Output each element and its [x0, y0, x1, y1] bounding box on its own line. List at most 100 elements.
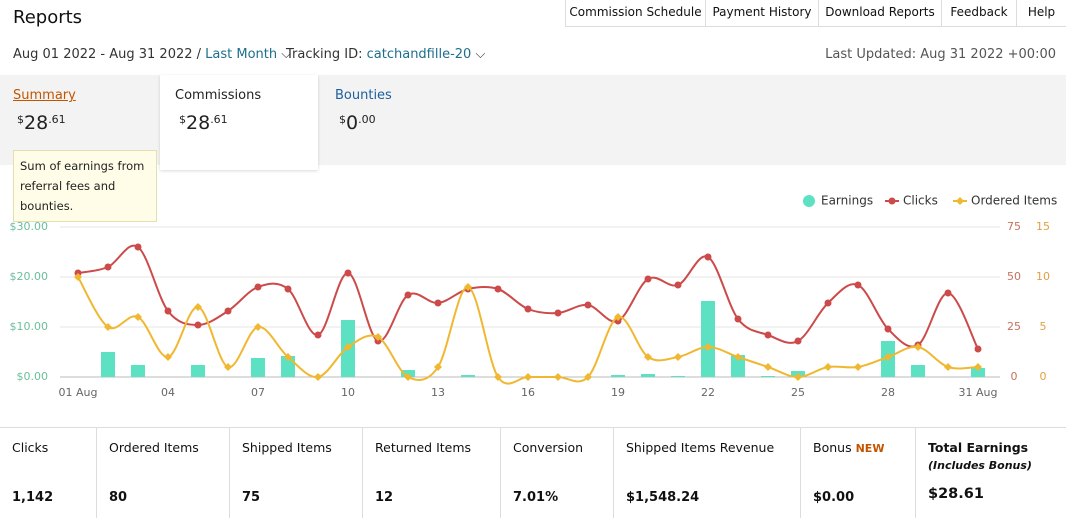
point [554, 373, 562, 381]
tab-label[interactable]: Summary [13, 88, 76, 103]
badge: NEW [855, 442, 885, 455]
tracking-label: Tracking ID: [286, 47, 363, 62]
nav-button[interactable]: Help [1016, 0, 1066, 27]
point [224, 307, 232, 315]
nav-button[interactable]: Payment History [705, 0, 819, 27]
point [884, 353, 892, 361]
point [794, 337, 802, 345]
date-range: Aug 01 2022 - Aug 31 2022 / Last Month ⌵ [13, 47, 292, 62]
x-tick-label: 01 Aug [59, 386, 98, 399]
point [944, 289, 952, 297]
amount-fraction: .00 [358, 113, 376, 126]
stat-value: 75 [242, 490, 261, 505]
currency: $ [17, 113, 24, 126]
y3-tick-label: 5 [1040, 320, 1047, 333]
stat-label: Shipped Items Revenue [626, 440, 775, 455]
stat-value: 7.01% [513, 490, 559, 505]
x-tick-label: 07 [251, 386, 265, 399]
bar [761, 376, 775, 377]
stat-note: (Includes Bonus) [928, 459, 1032, 472]
stat-label: Ordered Items [109, 440, 199, 455]
y2-tick-label: 0 [1011, 370, 1018, 383]
x-tick-label: 22 [701, 386, 715, 399]
x-tick-label: 13 [431, 386, 445, 399]
amount-whole: 0 [346, 112, 359, 134]
nav-button[interactable]: Commission Schedule [565, 0, 706, 27]
y2-tick-label: 50 [1007, 270, 1021, 283]
page-title: Reports [13, 7, 83, 28]
legend-marker [888, 197, 896, 205]
date-range-text: Aug 01 2022 - Aug 31 2022 / [13, 47, 202, 62]
legend-label: Ordered Items [971, 194, 1057, 208]
tab-active-bg [160, 75, 318, 170]
point [884, 325, 892, 333]
y-tick-label: $20.00 [10, 270, 49, 283]
y-tick-label: $0.00 [17, 370, 49, 383]
tab-amount: $28.61 [179, 112, 228, 134]
point [344, 343, 352, 351]
x-tick-label: 10 [341, 386, 355, 399]
point [524, 373, 532, 381]
line [77, 276, 979, 385]
stat-value: 1,142 [12, 490, 54, 505]
stat-value: 12 [375, 490, 394, 505]
tracking-select[interactable]: catchandfille-20 [366, 47, 472, 62]
stat-cell: Total Earnings (Includes Bonus) $28.61 [916, 427, 1066, 518]
point [614, 313, 622, 321]
x-tick-label: 19 [611, 386, 625, 399]
y-tick-label: $30.00 [10, 220, 49, 233]
bar [101, 352, 115, 377]
nav-button[interactable]: Download Reports [818, 0, 942, 27]
point [254, 283, 262, 291]
point [104, 323, 112, 331]
stat-label: Total Earnings [928, 440, 1029, 455]
bar [731, 355, 745, 377]
period-select[interactable]: Last Month [205, 47, 278, 62]
point [554, 309, 562, 317]
nav-button[interactable]: Feedback [941, 0, 1017, 27]
point [974, 345, 982, 353]
legend-marker [956, 197, 964, 205]
point [734, 353, 742, 361]
x-tick-label: 04 [161, 386, 175, 399]
legend-label: Clicks [903, 194, 938, 208]
point [434, 363, 442, 371]
tab-label[interactable]: Bounties [335, 88, 392, 103]
tab-amount: $28.61 [17, 112, 66, 134]
stat-label: Shipped Items [242, 440, 332, 455]
point [254, 323, 262, 331]
bar [911, 365, 925, 377]
point [854, 281, 862, 289]
legend-label: Earnings [821, 194, 873, 208]
x-tick-label: 16 [521, 386, 535, 399]
tab-label[interactable]: Commissions [175, 88, 262, 103]
point [134, 243, 142, 251]
stat-cell: Ordered Items 80 [97, 427, 230, 518]
tooltip: Sum of earnings from referral fees and b… [13, 150, 157, 222]
point [314, 373, 322, 381]
amount-fraction: .61 [48, 113, 66, 126]
stat-label: Clicks [12, 440, 49, 455]
point [284, 285, 292, 293]
amount-whole: 28 [24, 112, 49, 134]
stat-value: 80 [109, 490, 128, 505]
point [464, 283, 472, 291]
y-tick-label: $10.00 [10, 320, 49, 333]
point [284, 353, 292, 361]
y2-tick-label: 75 [1007, 220, 1021, 233]
stat-cell: Clicks 1,142 [0, 427, 97, 518]
point [974, 363, 982, 371]
point [164, 353, 172, 361]
point [854, 363, 862, 371]
point [314, 331, 322, 339]
stat-value: $0.00 [813, 490, 855, 505]
point [134, 313, 142, 321]
stat-cell: Conversion 7.01% [501, 427, 614, 518]
point [524, 305, 532, 313]
last-updated: Last Updated: Aug 31 2022 +00:00 [825, 47, 1056, 62]
point [944, 363, 952, 371]
bar [131, 365, 145, 377]
point [104, 263, 112, 271]
